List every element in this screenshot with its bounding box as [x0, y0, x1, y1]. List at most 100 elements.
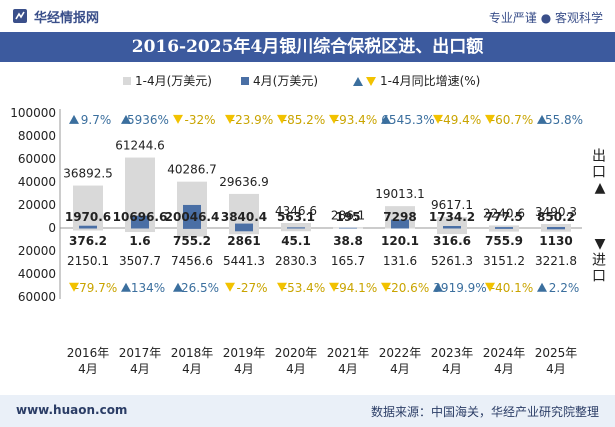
- export-growth-down-triangle-icon: [433, 114, 443, 124]
- legend-label-april: 4月(万美元): [253, 74, 318, 88]
- export-april-bar: [287, 227, 305, 228]
- import-growth-label: 134%: [131, 281, 165, 295]
- import-april-bar: [547, 228, 565, 230]
- import-april-bar: [183, 228, 201, 229]
- import-growth-label: -27%: [236, 281, 267, 295]
- import-cumulative-label: 2150.1: [67, 254, 109, 268]
- import-april-bar: [443, 228, 461, 229]
- export-growth-up-triangle-icon: [537, 114, 547, 124]
- import-growth-label: -40.1%: [491, 281, 533, 295]
- x-category-label: 2025年 4月: [535, 346, 578, 376]
- export-april-label: 20046.4: [165, 210, 220, 224]
- import-cumulative-bar: [541, 228, 571, 232]
- export-april-label: 777.5: [485, 210, 523, 224]
- export-growth-label: 6545.3%: [381, 113, 434, 127]
- import-cumulative-label: 5441.3: [223, 254, 265, 268]
- export-cumulative-label: 3490.3: [535, 205, 577, 219]
- export-april-label: 7298: [383, 210, 416, 224]
- x-category-label: 2020年 4月: [275, 346, 318, 376]
- import-april-bar: [287, 228, 305, 229]
- chart-title: 2016-2025年4月银川综合保税区进、出口额: [0, 32, 615, 62]
- export-growth-label: 55.8%: [545, 113, 583, 127]
- export-cumulative-label: 2240.6: [483, 206, 525, 220]
- export-april-label: 850.2: [537, 210, 575, 224]
- import-cumulative-label: 3221.8: [535, 254, 577, 268]
- import-cumulative-bar: [73, 228, 103, 231]
- legend-label-cumulative: 1-4月(万美元): [135, 74, 212, 88]
- y-tick-label: 0: [48, 221, 56, 235]
- import-april-label: 120.1: [381, 234, 419, 248]
- export-growth-label: -85.2%: [283, 113, 325, 127]
- chart-canvas: 100000 80000 60000 40000 20000 0 20000 40000 600…: [10, 74, 583, 376]
- import-side-label: ▼ 进口: [590, 236, 610, 284]
- import-cumulative-label: 165.7: [331, 254, 365, 268]
- footer: www.huaon.com 数据来源：中国海关，华经产业研究院整理: [0, 395, 615, 427]
- import-growth-down-triangle-icon: [225, 282, 235, 292]
- import-april-bar: [391, 228, 409, 229]
- y-tick-label: 100000: [10, 106, 56, 120]
- import-cumulative-bar: [281, 228, 311, 232]
- import-growth-up-triangle-icon: [433, 282, 443, 292]
- import-growth-up-triangle-icon: [121, 282, 131, 292]
- export-april-bar: [547, 227, 565, 228]
- x-category-label: 2018年 4月: [171, 346, 214, 376]
- export-side-text: 出口: [590, 148, 606, 180]
- x-category-label: 2024年 4月: [483, 346, 526, 376]
- import-april-label: 1130: [539, 234, 572, 248]
- legend-swatch-cumulative: [123, 77, 131, 85]
- import-cumulative-bar: [489, 228, 519, 232]
- import-cumulative-label: 131.6: [383, 254, 417, 268]
- export-growth-up-triangle-icon: [69, 114, 79, 124]
- export-april-bar: [183, 204, 201, 228]
- import-growth-label: 26.5%: [181, 281, 219, 295]
- import-cumulative-label: 7456.6: [171, 254, 213, 268]
- import-cumulative-bar: [177, 228, 207, 237]
- x-category-label: 2022年 4月: [379, 346, 422, 376]
- export-cumulative-label: 40286.7: [167, 163, 217, 177]
- import-growth-label: -79.7%: [75, 281, 117, 295]
- export-growth-down-triangle-icon: [329, 114, 339, 124]
- export-april-bar: [391, 219, 409, 228]
- export-april-label: 195: [335, 210, 360, 224]
- import-april-label: 2861: [227, 234, 260, 248]
- legend-swatch-april: [241, 77, 249, 85]
- export-growth-up-triangle-icon: [121, 114, 131, 124]
- brand-logo-icon: [13, 9, 27, 23]
- export-growth-label: 5936%: [127, 113, 169, 127]
- export-april-bar: [131, 215, 149, 228]
- import-cumulative-label: 3507.7: [119, 254, 161, 268]
- import-growth-up-triangle-icon: [173, 282, 183, 292]
- import-cumulative-bar: [437, 228, 467, 235]
- import-cumulative-label: 2830.3: [275, 254, 317, 268]
- import-april-bar: [131, 228, 149, 229]
- y-tick-label: 40000: [18, 175, 56, 189]
- export-april-bar: [79, 225, 97, 228]
- legend-up-triangle-icon: [353, 77, 363, 86]
- export-cumulative-bar: [229, 193, 259, 228]
- export-april-label: 3840.4: [221, 210, 267, 224]
- brand-name: 华经情报网: [34, 10, 100, 26]
- export-growth-label: 9.7%: [81, 113, 112, 127]
- import-growth-label: -20.6%: [387, 281, 429, 295]
- import-april-label: 376.2: [69, 234, 107, 248]
- legend-down-triangle-icon: [366, 77, 376, 86]
- export-growth-label: -32%: [184, 113, 215, 127]
- import-growth-up-triangle-icon: [537, 282, 547, 292]
- import-april-label: 1.6: [129, 234, 150, 248]
- export-cumulative-label: 19013.1: [375, 187, 425, 201]
- y-tick-label: 60000: [18, 290, 56, 304]
- brand: 华经情报网: [12, 6, 99, 26]
- import-april-bar: [339, 228, 357, 229]
- import-growth-down-triangle-icon: [277, 282, 287, 292]
- import-april-bar: [79, 228, 97, 229]
- header-bar: 华经情报网 专业严谨 ● 客观科学: [0, 0, 615, 32]
- x-category-label: 2023年 4月: [431, 346, 474, 376]
- export-growth-up-triangle-icon: [381, 114, 391, 124]
- import-cumulative-label: 3151.2: [483, 254, 525, 268]
- export-april-label: 1970.6: [65, 210, 111, 224]
- export-april-bar: [235, 223, 253, 228]
- y-tick-label: 80000: [18, 129, 56, 143]
- export-growth-label: -49.4%: [439, 113, 481, 127]
- legend-label-growth: 1-4月同比增速(%): [380, 74, 480, 88]
- import-growth-down-triangle-icon: [381, 282, 391, 292]
